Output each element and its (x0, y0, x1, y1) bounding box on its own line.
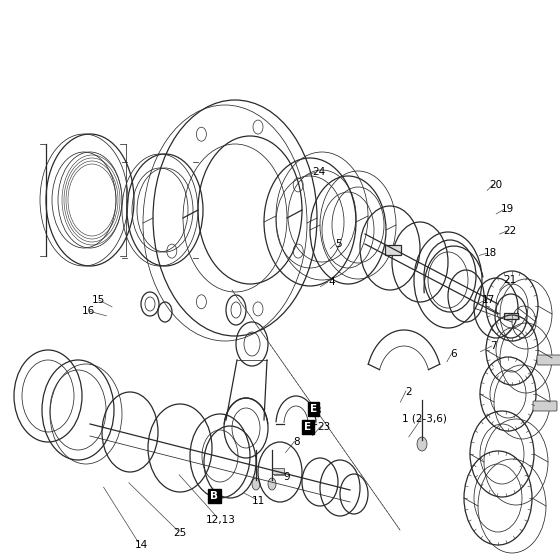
Text: 19: 19 (501, 204, 514, 214)
Text: 8: 8 (293, 437, 300, 447)
FancyBboxPatch shape (385, 245, 401, 255)
Text: 11: 11 (252, 496, 265, 506)
FancyBboxPatch shape (272, 468, 284, 474)
FancyBboxPatch shape (533, 401, 557, 411)
Text: 25: 25 (174, 528, 187, 538)
Text: E: E (310, 404, 317, 414)
Text: E: E (305, 422, 311, 432)
Text: 1 (2-3,6): 1 (2-3,6) (402, 414, 447, 424)
Text: 9: 9 (283, 472, 290, 482)
Text: 20: 20 (489, 180, 503, 190)
Text: 12,13: 12,13 (206, 515, 236, 525)
Text: 5: 5 (335, 239, 342, 249)
Ellipse shape (252, 478, 260, 490)
Text: 22: 22 (503, 226, 516, 236)
Text: 2: 2 (405, 387, 412, 397)
Text: 3: 3 (314, 406, 321, 416)
Ellipse shape (417, 437, 427, 451)
Text: 21: 21 (503, 275, 516, 285)
Text: 4: 4 (328, 277, 335, 287)
Text: 23: 23 (318, 422, 331, 432)
Text: 7: 7 (491, 341, 497, 351)
Text: 18: 18 (484, 248, 497, 258)
Text: 16: 16 (82, 306, 95, 316)
Text: 6: 6 (450, 349, 457, 359)
Text: 14: 14 (134, 540, 148, 550)
Text: 24: 24 (312, 167, 326, 178)
FancyBboxPatch shape (504, 313, 518, 319)
Ellipse shape (268, 478, 276, 490)
Text: 15: 15 (91, 295, 105, 305)
Text: 17: 17 (482, 295, 495, 305)
Text: B: B (211, 491, 218, 501)
FancyBboxPatch shape (537, 355, 560, 365)
